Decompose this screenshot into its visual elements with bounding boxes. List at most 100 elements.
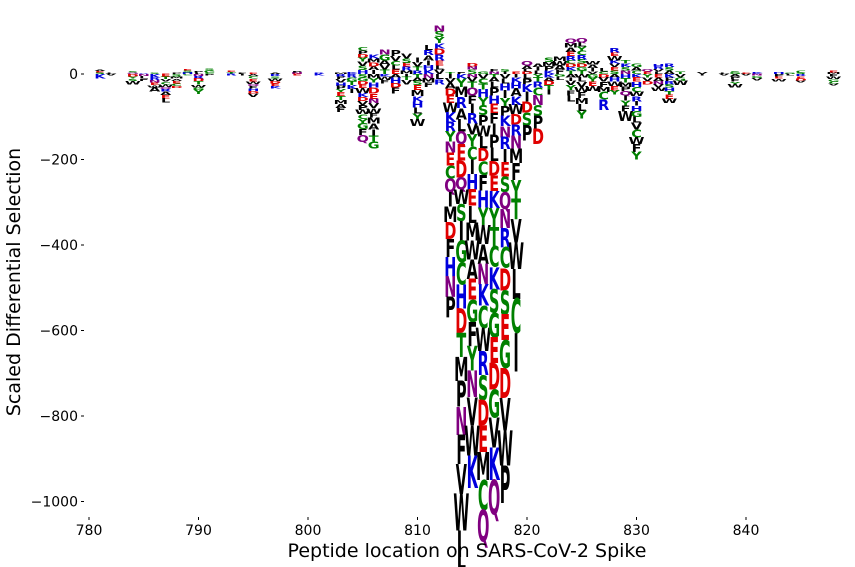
logo-letter-A: A <box>368 65 380 71</box>
logo-letter-R: R <box>795 74 806 77</box>
logo-letter-D: D <box>269 80 281 84</box>
logo-letter-Q: Q <box>455 175 467 194</box>
logo-letter-W: W <box>826 76 842 80</box>
logo-letter-G: G <box>499 332 511 377</box>
logo-letter-M: M <box>596 85 610 94</box>
logo-letter-S: S <box>500 68 510 72</box>
logo-letter-F: F <box>632 142 642 155</box>
logo-letter-C: C <box>357 113 368 120</box>
logo-letter-V: V <box>105 74 116 77</box>
logo-letter-A: A <box>489 76 501 83</box>
logo-letter-H: H <box>335 82 347 88</box>
logo-letter-H: H <box>247 88 259 92</box>
logo-letter-K: K <box>489 261 501 297</box>
logo-letter-M: M <box>553 56 567 63</box>
logo-letter-E: E <box>226 70 236 72</box>
logo-letter-C: C <box>478 473 489 521</box>
logo-letter-D: D <box>488 355 500 398</box>
logo-letter-L: L <box>599 67 608 73</box>
logo-letter-E: E <box>489 332 499 373</box>
logo-letter-I: I <box>590 67 595 73</box>
logo-letter-C: C <box>631 85 642 94</box>
logo-letter-D: D <box>565 63 577 69</box>
logo-letter-Y: Y <box>444 130 456 146</box>
logo-letter-E: E <box>336 91 346 97</box>
logo-letter-M: M <box>334 72 348 74</box>
logo-letter-V: V <box>357 100 369 106</box>
logo-letter-M: M <box>826 72 840 75</box>
logo-letter-I: I <box>623 94 628 103</box>
logo-letter-R: R <box>270 74 281 77</box>
logo-letter-A: A <box>390 73 402 79</box>
y-tick-label: 0 <box>69 67 78 83</box>
logo-letter-G: G <box>554 74 566 78</box>
logo-letter-P: P <box>500 456 511 516</box>
logo-letter-G: G <box>357 76 369 82</box>
logo-letter-S: S <box>664 66 674 72</box>
logo-letter-S: S <box>500 173 510 198</box>
logo-letter-Q: Q <box>565 38 577 45</box>
logo-letter-K: K <box>445 111 458 126</box>
logo-letter-S: S <box>533 103 543 120</box>
logo-letter-R: R <box>138 73 149 74</box>
logo-letter-F: F <box>478 172 488 197</box>
logo-letter-L: L <box>577 41 586 48</box>
logo-letter-F: F <box>489 112 499 128</box>
logo-letter-F: F <box>566 89 576 98</box>
logo-letter-L: L <box>577 76 586 83</box>
logo-letter-R: R <box>478 344 489 383</box>
logo-letter-S: S <box>401 58 411 65</box>
logo-letter-S: S <box>489 283 499 320</box>
logo-letter-S: S <box>358 73 368 79</box>
logo-letter-Y: Y <box>477 96 489 109</box>
y-tick-label: −200 <box>40 153 78 169</box>
logo-letter-C: C <box>248 76 259 80</box>
logo-letter-V: V <box>467 76 479 83</box>
logo-letter-Q: Q <box>499 187 511 215</box>
logo-letter-Y: Y <box>433 36 445 46</box>
logo-letter-M: M <box>367 73 381 80</box>
logo-letter-E: E <box>511 71 521 75</box>
logo-letter-G: G <box>729 72 741 75</box>
logo-letter-N: N <box>291 72 303 75</box>
logo-letter-M: M <box>334 99 348 105</box>
logo-letter-D: D <box>598 73 610 79</box>
logo-letter-G: G <box>488 382 500 427</box>
logo-letter-Q: Q <box>247 83 259 86</box>
logo-letter-N: N <box>192 74 204 77</box>
logo-letter-K: K <box>489 187 501 215</box>
logo-letter-T: T <box>489 73 500 79</box>
logo-letter-V: V <box>587 71 599 75</box>
logo-letter-C: C <box>445 162 456 183</box>
logo-letter-N: N <box>466 363 478 406</box>
logo-letter-K: K <box>346 84 358 90</box>
logo-letter-F: F <box>336 76 346 80</box>
logo-letter-A: A <box>149 86 161 93</box>
logo-letter-R: R <box>532 80 543 90</box>
logo-letter-Q: Q <box>619 90 631 97</box>
logo-letter-F: F <box>139 78 149 81</box>
logo-letter-C: C <box>566 59 577 65</box>
logo-letter-F: F <box>577 90 587 100</box>
logo-letter-H: H <box>411 100 423 110</box>
logo-letter-A: A <box>423 54 434 63</box>
logo-letter-E: E <box>248 78 258 82</box>
logo-letter-T: T <box>445 71 456 74</box>
logo-letter-M: M <box>465 218 479 247</box>
logo-letter-G: G <box>587 73 599 79</box>
logo-letter-F: F <box>424 82 434 89</box>
logo-letter-T: T <box>478 82 488 92</box>
logo-letter-Y: Y <box>466 341 478 380</box>
logo-letter-V: V <box>642 76 654 82</box>
logo-letter-S: S <box>664 83 674 89</box>
logo-letter-E: E <box>467 275 477 308</box>
logo-letter-M: M <box>454 85 468 101</box>
logo-letter-Y: Y <box>455 77 467 90</box>
logo-letter-I: I <box>448 73 453 80</box>
y-axis-title: Scaled Differential Selection <box>3 148 25 416</box>
logo-letter-D: D <box>357 96 369 102</box>
logo-letter-C: C <box>478 77 489 86</box>
logo-letter-V: V <box>401 52 412 61</box>
logo-letter-S: S <box>95 72 105 75</box>
logo-letter-P: P <box>522 77 533 87</box>
